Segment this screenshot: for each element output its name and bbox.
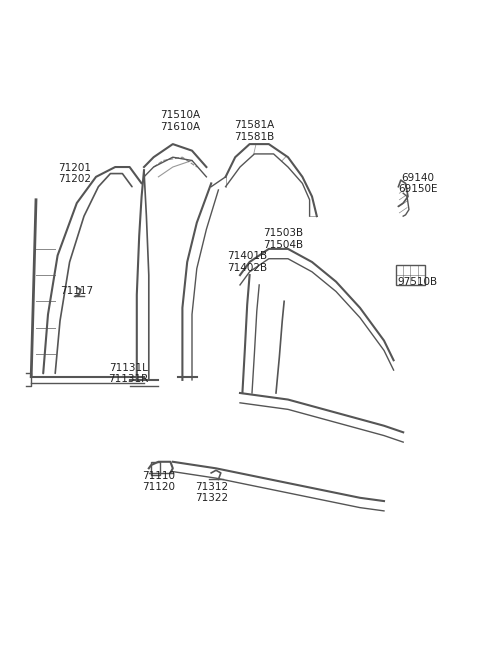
Text: 71510A
71610A: 71510A 71610A — [160, 111, 200, 132]
Text: 69140
69150E: 69140 69150E — [398, 173, 437, 194]
Text: 71312
71322: 71312 71322 — [194, 482, 228, 503]
Text: 71117: 71117 — [60, 286, 94, 297]
Text: 71581A
71581B: 71581A 71581B — [234, 121, 275, 141]
Text: 71131L
71131R: 71131L 71131R — [108, 363, 149, 384]
Bar — [396, 265, 425, 285]
Text: 71401B
71402B: 71401B 71402B — [227, 252, 267, 272]
Text: 71110
71120: 71110 71120 — [142, 471, 175, 492]
Bar — [151, 462, 160, 475]
Text: 97510B: 97510B — [397, 276, 438, 287]
Text: 71201
71202: 71201 71202 — [58, 163, 91, 184]
Text: 71503B
71504B: 71503B 71504B — [263, 229, 303, 250]
